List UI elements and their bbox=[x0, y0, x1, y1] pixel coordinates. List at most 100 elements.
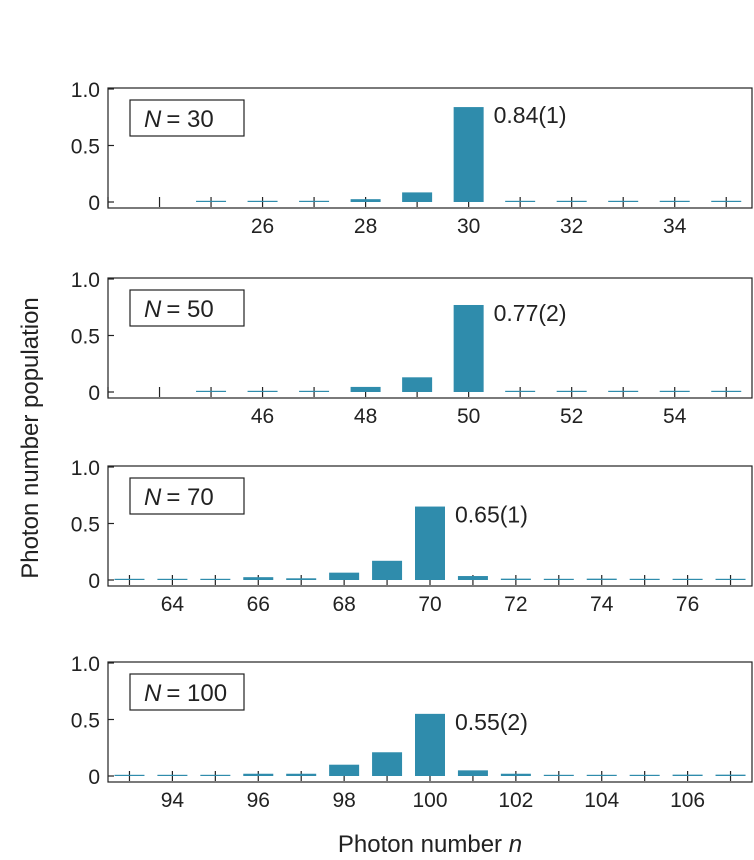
y-tick-label: 0 bbox=[88, 570, 100, 593]
y-tick-label: 1.0 bbox=[71, 457, 100, 480]
panel-4: 0 0.5 1.0 94 96 98 100 102 104 106 N = 100 0.55(2) bbox=[71, 653, 753, 812]
bar-n-106 bbox=[672, 774, 703, 776]
panel-label-variable: N bbox=[144, 106, 162, 133]
panel-label-text: N = 50 bbox=[144, 296, 214, 323]
bar-n-103 bbox=[543, 774, 574, 776]
bar-n-63 bbox=[114, 578, 145, 580]
bar-n-53 bbox=[608, 390, 639, 392]
panels: 00.51.026 28 30 32 34N = 30 0.84(1)00.51.046 48… bbox=[71, 79, 753, 812]
bar-n-50 bbox=[453, 304, 484, 392]
x-tick-label: 28 bbox=[354, 215, 377, 238]
x-tick-label: 32 bbox=[560, 215, 583, 238]
plot-frame bbox=[107, 277, 753, 399]
bar-n-28 bbox=[350, 199, 381, 202]
plot-frame bbox=[107, 661, 753, 783]
y-tick-label: 0 bbox=[88, 192, 100, 215]
bar-n-33 bbox=[608, 200, 639, 202]
peak-value-label: 0.55(2) bbox=[455, 709, 528, 735]
x-tick-label: 70 bbox=[418, 593, 441, 616]
y-tick-label: 0 bbox=[88, 382, 100, 405]
y-tick-label: 0 bbox=[88, 766, 100, 789]
x-tick-label: 26 bbox=[251, 215, 274, 238]
y-tick-label: 1.0 bbox=[71, 79, 100, 102]
bar-n-51 bbox=[505, 390, 536, 392]
panel-label: N = 70 bbox=[129, 477, 245, 515]
peak-value-label: 0.84(1) bbox=[494, 102, 567, 128]
x-axis-label-variable: n bbox=[509, 831, 522, 858]
panel-label-box bbox=[129, 673, 245, 711]
y-tick-label: 0.5 bbox=[71, 136, 100, 159]
plot-frame bbox=[107, 465, 753, 587]
panel-3: 0 0.5 1.0 64 66 68 70 72 74 76 N = 70 0.65(1) bbox=[71, 457, 753, 616]
panel-label: N = 30 bbox=[129, 99, 245, 137]
bar-n-64 bbox=[157, 578, 188, 580]
x-tick-label: 96 bbox=[247, 789, 270, 812]
bar-n-29 bbox=[402, 192, 433, 202]
bar-n-104 bbox=[586, 774, 617, 776]
bar-n-67 bbox=[286, 578, 317, 580]
bar-n-47 bbox=[299, 390, 330, 392]
bar-n-69 bbox=[372, 560, 403, 580]
bar-n-102 bbox=[500, 773, 531, 776]
panel-2: 0 0.5 1.0 46 48 50 52 54 N = 50 0.77(2) bbox=[71, 269, 753, 428]
x-tick-label: 106 bbox=[670, 789, 705, 812]
panel-label-text: N = 70 bbox=[144, 484, 214, 511]
bar-n-73 bbox=[543, 578, 574, 580]
bar-n-52 bbox=[556, 390, 587, 392]
bar-n-77 bbox=[715, 578, 746, 580]
x-axis-label: Photon number n bbox=[338, 831, 522, 858]
x-tick-label: 94 bbox=[161, 789, 185, 812]
bar-n-72 bbox=[500, 578, 531, 580]
x-tick-label: 98 bbox=[332, 789, 355, 812]
bar-n-100 bbox=[415, 713, 445, 776]
panel-label: N = 50 bbox=[129, 289, 245, 327]
bar-n-70 bbox=[415, 506, 445, 580]
panel-label-text: N = 30 bbox=[144, 106, 214, 133]
x-tick-label: 68 bbox=[332, 593, 355, 616]
bar-n-68 bbox=[329, 572, 360, 580]
panel-label-value: = 30 bbox=[166, 106, 213, 133]
bar-n-26 bbox=[247, 200, 278, 202]
bar-n-34 bbox=[659, 200, 690, 202]
x-tick-label: 54 bbox=[663, 405, 687, 428]
bar-n-27 bbox=[299, 200, 330, 202]
x-tick-label: 52 bbox=[560, 405, 583, 428]
bar-n-71 bbox=[457, 576, 488, 580]
panel-label-value: = 100 bbox=[166, 680, 227, 707]
x-tick-label: 66 bbox=[247, 593, 270, 616]
bar-n-93 bbox=[114, 774, 145, 776]
bar-n-30 bbox=[453, 107, 484, 202]
panel-label-value: = 50 bbox=[166, 296, 213, 323]
x-tick-label: 100 bbox=[412, 789, 447, 812]
panel-label-value: = 70 bbox=[166, 484, 213, 511]
bar-n-31 bbox=[505, 200, 536, 202]
bar-n-97 bbox=[286, 773, 317, 776]
x-tick-label: 30 bbox=[457, 215, 480, 238]
x-tick-label: 34 bbox=[663, 215, 687, 238]
panel-label-box bbox=[129, 477, 245, 515]
bar-n-65 bbox=[200, 578, 231, 580]
bar-n-98 bbox=[329, 764, 360, 776]
panel-label-variable: N bbox=[144, 484, 162, 511]
panel-label: N = 100 bbox=[129, 673, 245, 711]
bar-n-48 bbox=[350, 386, 381, 392]
bar-n-94 bbox=[157, 774, 188, 776]
x-tick-label: 104 bbox=[584, 789, 619, 812]
y-tick-label: 0.5 bbox=[71, 326, 100, 349]
bar-n-25 bbox=[196, 200, 227, 202]
peak-value-label: 0.77(2) bbox=[494, 300, 567, 326]
bar-n-49 bbox=[402, 377, 433, 392]
bar-n-45 bbox=[196, 390, 227, 392]
x-tick-label: 46 bbox=[251, 405, 274, 428]
bar-n-55 bbox=[711, 390, 742, 392]
bar-n-99 bbox=[372, 752, 403, 776]
peak-value-label: 0.65(1) bbox=[455, 502, 528, 528]
bar-n-76 bbox=[672, 578, 703, 580]
bar-n-107 bbox=[715, 774, 746, 776]
bar-n-95 bbox=[200, 774, 231, 776]
x-tick-label: 64 bbox=[161, 593, 185, 616]
x-tick-label: 50 bbox=[457, 405, 480, 428]
y-tick-label: 0.5 bbox=[71, 514, 100, 537]
x-tick-label: 76 bbox=[676, 593, 699, 616]
